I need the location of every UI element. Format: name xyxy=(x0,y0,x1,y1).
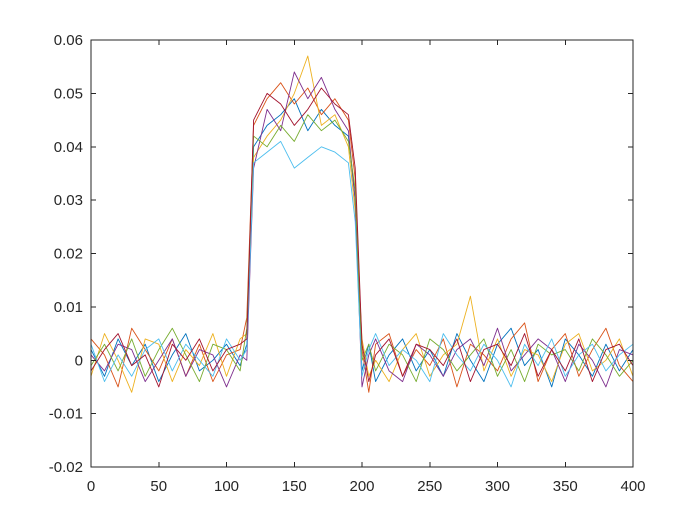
x-tick-label: 50 xyxy=(150,478,167,495)
y-tick-label: 0.06 xyxy=(54,32,83,49)
plot-area-border xyxy=(90,39,634,468)
x-tick-label: 400 xyxy=(620,478,645,495)
x-axis-ticks: 0 50 100 150 200 250 300 350 400 xyxy=(87,40,646,495)
x-tick-label: 350 xyxy=(553,478,578,495)
x-tick-label: 150 xyxy=(282,478,307,495)
series-line-6 xyxy=(90,140,634,388)
y-tick-label: 0.03 xyxy=(54,192,83,209)
x-tick-label: 200 xyxy=(349,478,374,495)
y-tick-label: 0.05 xyxy=(54,85,83,102)
y-tick-label: -0.02 xyxy=(49,459,83,476)
x-tick-label: 300 xyxy=(485,478,510,495)
y-tick-label: 0.04 xyxy=(54,139,83,156)
x-tick-label: 0 xyxy=(87,478,95,495)
y-tick-label: -0.01 xyxy=(49,406,83,423)
series-line-7 xyxy=(90,87,634,388)
y-tick-label: 0 xyxy=(75,352,83,369)
y-tick-label: 0.01 xyxy=(54,299,83,316)
x-tick-label: 250 xyxy=(417,478,442,495)
axes-layer xyxy=(90,39,634,468)
series-line-5 xyxy=(90,114,634,383)
y-axis-ticks: -0.02 -0.01 0 0.01 0.02 0.03 0.04 0.05 0.06 xyxy=(49,32,633,476)
x-tick-label: 100 xyxy=(214,478,239,495)
series-layer xyxy=(90,55,634,393)
y-tick-label: 0.02 xyxy=(54,246,83,263)
